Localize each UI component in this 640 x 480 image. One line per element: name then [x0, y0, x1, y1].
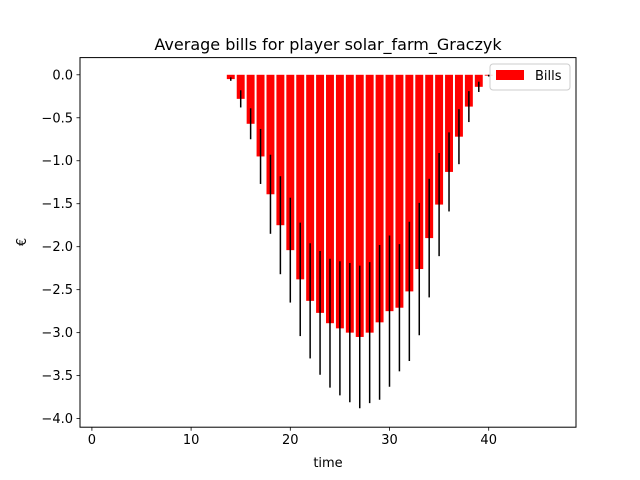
legend-swatch-bills [496, 70, 524, 80]
bar [405, 74, 414, 292]
x-axis-title: time [313, 456, 342, 471]
y-tick-label: −0.5 [41, 111, 73, 126]
bar [355, 74, 364, 337]
bar [435, 74, 444, 205]
bar [464, 74, 473, 107]
x-tick-label: 20 [282, 433, 299, 448]
bar [375, 74, 384, 323]
y-tick-label: −1.0 [41, 154, 73, 169]
bar [395, 74, 404, 308]
y-tick-label: −2.0 [41, 240, 73, 255]
bar [296, 74, 305, 280]
chart-title: Average bills for player solar_farm_Grac… [154, 35, 502, 55]
y-tick-label: −1.5 [41, 197, 73, 212]
bar [316, 74, 325, 313]
x-axis-ticks: 0 10 20 30 40 [88, 427, 497, 448]
y-axis-ticks: 0.0 −0.5 −1.0 −1.5 −2.0 −2.5 −3.0 −3.5 −4.0 [41, 68, 80, 427]
bar [226, 74, 235, 80]
bar [276, 74, 285, 226]
x-tick-label: 40 [480, 433, 497, 448]
bar [306, 74, 315, 301]
bar [474, 74, 483, 87]
y-tick-label: −3.0 [41, 326, 73, 341]
x-tick-label: 10 [183, 433, 200, 448]
x-tick-label: 30 [381, 433, 398, 448]
bar [365, 74, 374, 333]
y-tick-label: −4.0 [41, 412, 73, 427]
y-axis-title: € [15, 238, 30, 246]
bar [425, 74, 434, 239]
errorbars-layer [230, 74, 490, 409]
legend: Bills [489, 63, 571, 91]
bar [335, 74, 344, 329]
bar [246, 74, 255, 124]
bar [286, 74, 295, 251]
y-tick-label: −2.5 [41, 283, 73, 298]
bar [326, 74, 334, 324]
bar [345, 74, 354, 333]
bars-layer [226, 74, 493, 337]
bar [385, 74, 394, 312]
plot-frame [79, 57, 577, 428]
bar [415, 74, 424, 270]
y-tick-label: 0.0 [52, 68, 73, 83]
x-tick-label: 0 [88, 433, 96, 448]
bar [256, 74, 265, 157]
bar [445, 74, 453, 172]
bar [236, 74, 245, 99]
bar [454, 74, 463, 137]
legend-label-bills: Bills [535, 69, 562, 84]
bar [266, 74, 275, 195]
y-tick-label: −3.5 [41, 369, 73, 384]
